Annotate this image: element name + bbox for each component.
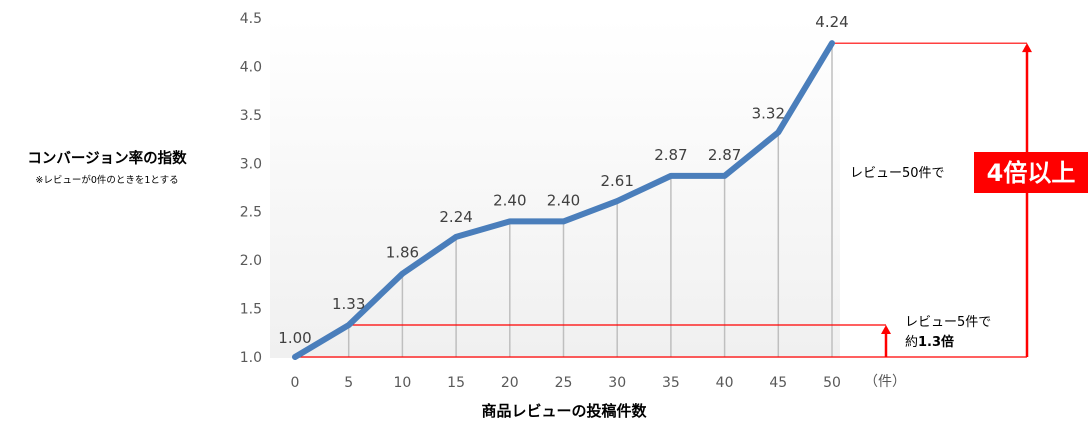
annotation-fifty-text: レビュー50件で: [850, 166, 945, 181]
annotation-badge-num: 4: [987, 159, 1004, 187]
data-label: 3.32: [752, 104, 785, 122]
x-tick-label: 50: [823, 375, 841, 391]
x-tick-label: 15: [447, 375, 465, 391]
annotation-badge-text: 4倍以上: [987, 159, 1076, 187]
data-label: 2.87: [708, 146, 741, 164]
data-label: 2.87: [654, 146, 687, 164]
y-tick-label: 4.0: [240, 59, 262, 75]
annotation-badge-rest: 倍以上: [1003, 159, 1075, 187]
x-tick-label: 35: [662, 375, 680, 391]
y-axis-title: コンバージョン率の指数: [27, 149, 187, 167]
x-axis-unit: （件）: [864, 374, 906, 390]
five-arrow-head: [881, 325, 891, 334]
data-label: 2.24: [439, 208, 472, 226]
x-tick-label: 0: [291, 375, 300, 391]
annotation-five-value: 1.3倍: [918, 334, 954, 350]
x-tick-label: 20: [501, 375, 519, 391]
y-tick-label: 4.5: [240, 11, 262, 27]
x-tick-label: 40: [716, 375, 734, 391]
data-label: 2.40: [547, 191, 580, 209]
y-tick-label: 3.0: [240, 156, 262, 172]
y-tick-label: 1.5: [240, 302, 262, 318]
y-tick-label: 2.0: [240, 253, 262, 269]
data-label: 2.61: [600, 172, 633, 190]
x-tick-label: 30: [608, 375, 626, 391]
annotation-five-prefix: 約: [905, 335, 918, 350]
annotation-five-line1: レビュー5件で: [905, 315, 991, 330]
x-axis-title: 商品レビューの投稿件数: [481, 402, 647, 420]
x-tick-label: 45: [769, 375, 787, 391]
data-label: 1.00: [278, 329, 311, 347]
y-tick-label: 2.5: [240, 205, 262, 221]
x-tick-label: 25: [555, 375, 573, 391]
y-tick-label: 1.0: [240, 350, 262, 366]
y-tick-label: 3.5: [240, 108, 262, 124]
data-label: 4.24: [815, 13, 848, 31]
data-label: 1.33: [332, 295, 365, 313]
x-tick-label: 5: [344, 375, 353, 391]
data-label: 1.86: [386, 244, 419, 262]
x-tick-label: 10: [393, 375, 411, 391]
y-axis-note: ※レビューが0件のときを1とする: [35, 174, 178, 186]
annotation-five-line2: 約1.3倍: [905, 334, 954, 350]
fifty-arrow-head: [1022, 43, 1032, 52]
data-label: 2.40: [493, 191, 526, 209]
